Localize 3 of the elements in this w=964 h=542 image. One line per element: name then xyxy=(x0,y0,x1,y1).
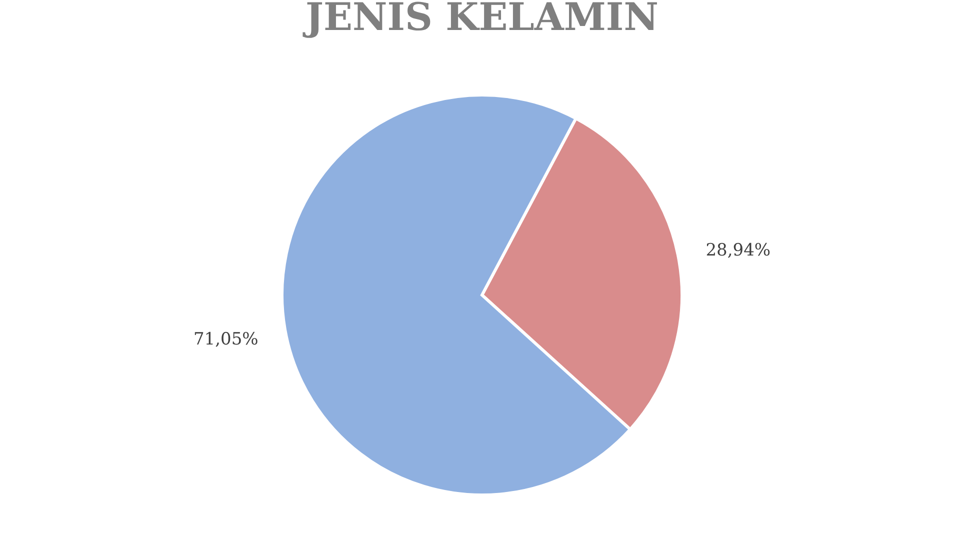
data-label: 71,05% xyxy=(193,330,258,350)
chart-title: JENIS KELAMIN xyxy=(302,0,658,39)
data-label: 28,94% xyxy=(706,240,771,260)
